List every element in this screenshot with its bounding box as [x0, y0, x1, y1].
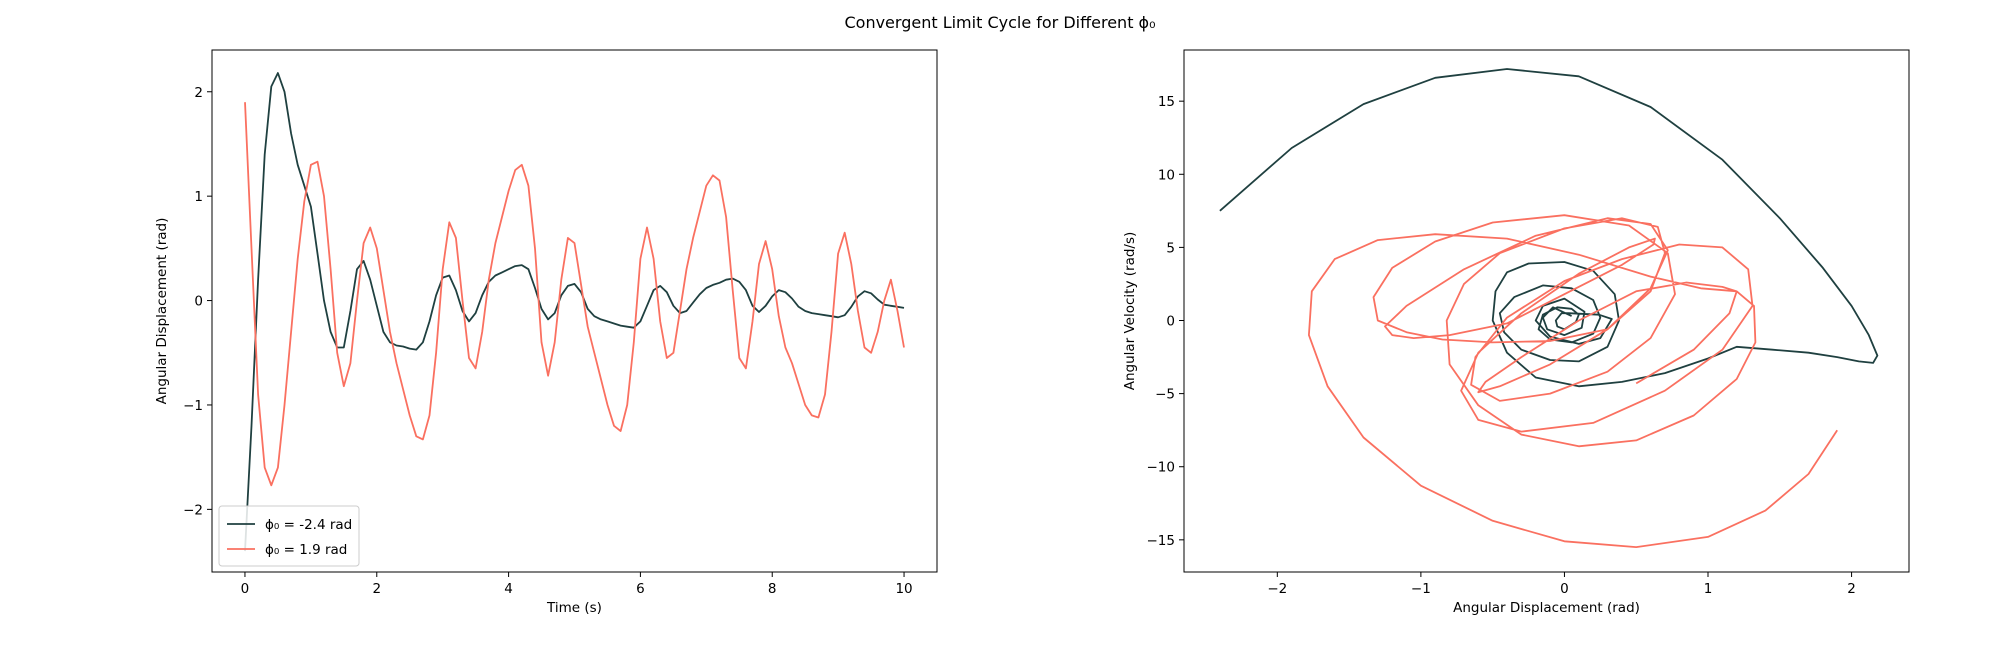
x-tick-label: 4 [504, 581, 513, 597]
y-tick-label: 1 [194, 189, 203, 205]
x-tick-label: 6 [636, 581, 645, 597]
x-tick-label: 2 [372, 581, 381, 597]
x-tick-label: 1 [1704, 581, 1713, 597]
series-line-0 [1219, 68, 1879, 388]
series-line-0 [244, 72, 905, 552]
x-tick-label: 0 [241, 581, 250, 597]
x-tick-label: 2 [1847, 581, 1856, 597]
series-line-1 [244, 102, 905, 487]
legend-label-0: ϕ₀ = -2.4 rad [265, 517, 352, 533]
y-axis-label: Angular Displacement (rad) [154, 218, 170, 405]
x-axis-label: Time (s) [546, 600, 602, 616]
time-series-plot: 0 2 4 6 8 10 −2 −1 0 1 2 Time (s) Angular Displaceme… [154, 49, 938, 616]
y-tick-label: −2 [183, 502, 203, 518]
y-tick-label: 2 [194, 85, 203, 101]
x-tick-label: −2 [1267, 581, 1287, 597]
x-axis-label: Angular Displacement (rad) [1453, 600, 1640, 616]
axes-frame [1183, 49, 1910, 573]
figure-title: Convergent Limit Cycle for Different ϕ₀ [844, 13, 1155, 32]
y-tick-label: 15 [1158, 94, 1175, 110]
y-tick-label: −10 [1147, 460, 1176, 476]
y-tick-label: −1 [183, 398, 203, 414]
legend: ϕ₀ = -2.4 rad ϕ₀ = 1.9 rad [218, 505, 360, 567]
y-tick-label: 0 [194, 294, 203, 310]
y-tick-label: 5 [1166, 240, 1175, 256]
y-tick-label: 0 [1166, 314, 1175, 330]
y-tick-label: 10 [1158, 167, 1175, 183]
x-tick-label: 0 [1560, 581, 1569, 597]
legend-box [218, 505, 360, 567]
x-tick-label: 10 [895, 581, 912, 597]
x-tick-label: −1 [1411, 581, 1431, 597]
legend-label-1: ϕ₀ = 1.9 rad [265, 542, 347, 558]
axes-frame [211, 49, 938, 573]
y-tick-label: −15 [1147, 533, 1176, 549]
y-tick-label: −5 [1155, 387, 1175, 403]
series-line-1 [1308, 214, 1838, 548]
y-axis-label: Angular Velocity (rad/s) [1122, 232, 1138, 391]
x-tick-label: 8 [768, 581, 777, 597]
